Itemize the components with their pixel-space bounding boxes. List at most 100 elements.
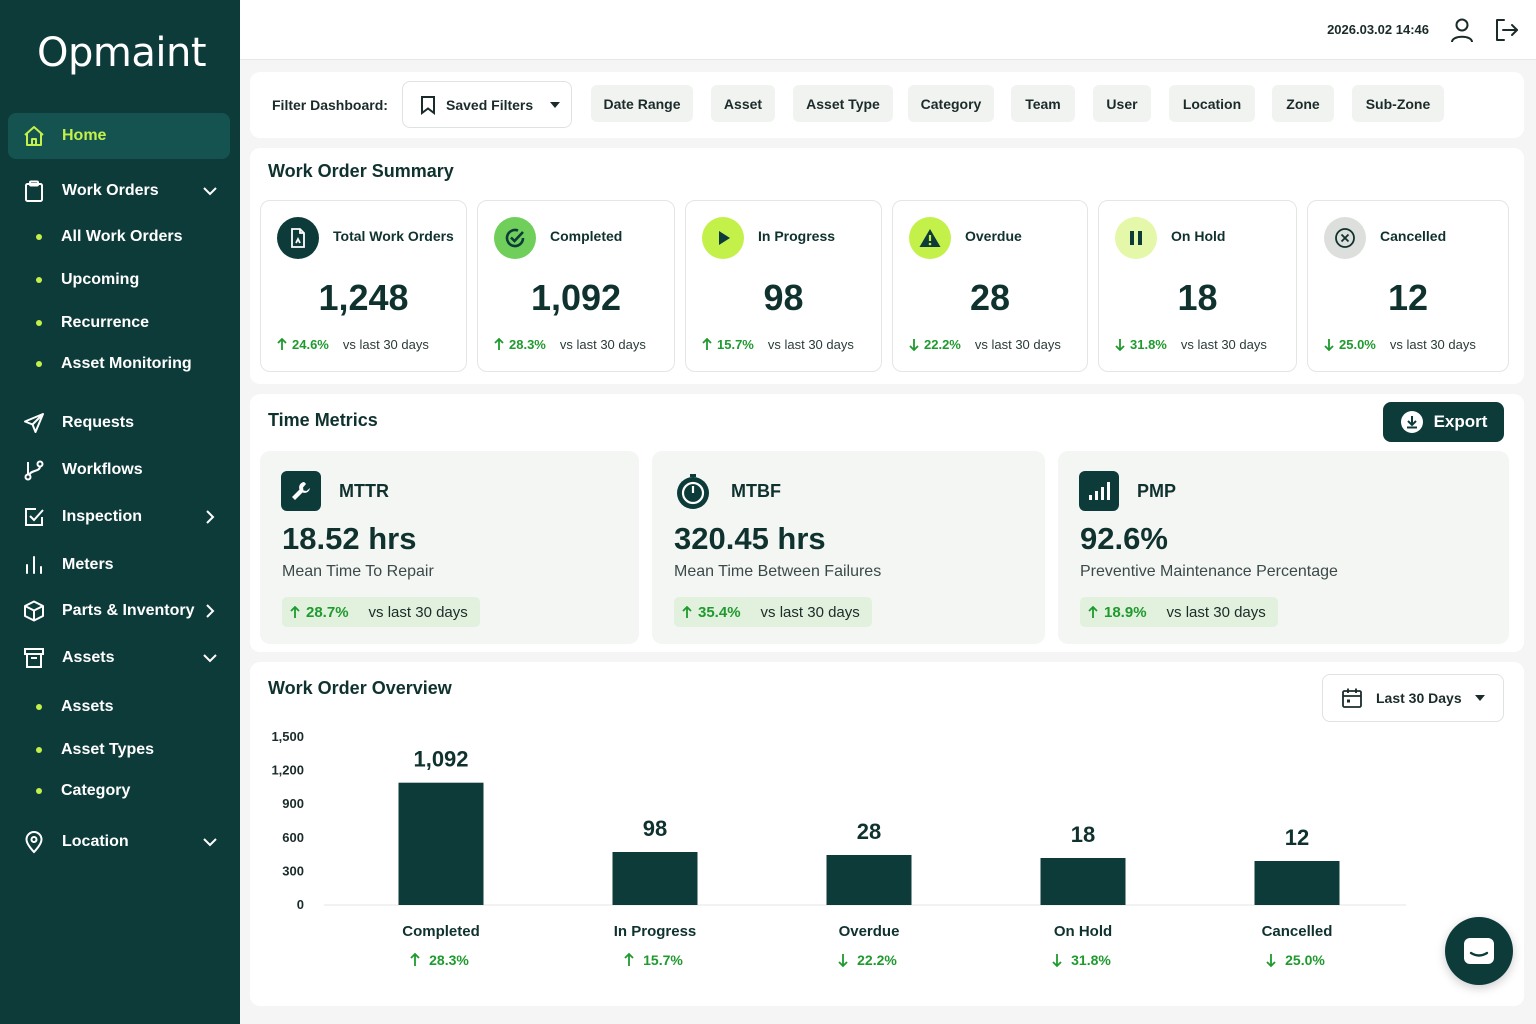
bar-value-label: 98	[643, 816, 667, 841]
chart-bar	[826, 855, 912, 905]
metric-change-badge: 28.7% vs last 30 days	[282, 597, 480, 627]
arrow-down-icon	[1052, 954, 1062, 968]
filter-chip-location[interactable]: Location	[1169, 85, 1255, 122]
work-order-summary-panel: Work Order Summary Total Work Orders 1,2…	[250, 148, 1524, 384]
card-value: 98	[763, 277, 804, 318]
filter-chip-zone[interactable]: Zone	[1272, 85, 1334, 122]
caret-down-icon	[550, 101, 561, 108]
metric-change-badge: 18.9% vs last 30 days	[1080, 597, 1278, 627]
filter-chip-user[interactable]: User	[1093, 85, 1151, 122]
filter-chip-asset[interactable]: Asset	[711, 85, 775, 122]
arrow-up-icon	[1088, 605, 1098, 618]
y-tick-label: 1,200	[271, 763, 304, 778]
metric-value: 18.52 hrs	[282, 521, 417, 556]
summary-title: Work Order Summary	[268, 161, 454, 181]
arrow-up-icon	[682, 605, 692, 618]
summary-card-on-hold[interactable]: On Hold 18 31.8% vs last 30 days	[1098, 200, 1297, 372]
date-range-dropdown[interactable]: Last 30 Days	[1322, 674, 1504, 722]
nav-workflows[interactable]: Workflows	[8, 447, 230, 493]
send-icon	[22, 411, 46, 435]
card-value: 1,092	[530, 277, 622, 318]
nav-assets-label: Assets	[62, 649, 115, 666]
nav-home[interactable]: Home	[8, 113, 230, 159]
metric-card-pmp[interactable]: PMP 92.6% Preventive Maintenance Percent…	[1058, 451, 1509, 644]
compare-text: vs last 30 days	[342, 337, 429, 352]
nav-location[interactable]: Location	[8, 819, 230, 865]
metric-card-mtbf[interactable]: MTBF 320.45 hrs Mean Time Between Failur…	[652, 451, 1045, 644]
metric-label: PMP	[1137, 481, 1177, 501]
nav-sub-label: Category	[61, 782, 131, 799]
nav-assets-list[interactable]: Assets	[36, 692, 113, 722]
nav-meters[interactable]: Meters	[8, 542, 230, 588]
work-order-overview-panel: 0 300 600 900 1,200 1,500 1,092 Completed 28.3% 9…	[250, 662, 1524, 1006]
card-label: Total Work Orders	[333, 228, 454, 244]
download-icon	[1400, 411, 1423, 433]
arrow-up-icon	[290, 605, 300, 618]
change-indicator: 28.3%	[494, 337, 546, 352]
calendar-icon	[1342, 688, 1362, 708]
nav-all-work-orders[interactable]: All Work Orders	[36, 222, 183, 252]
card-value: 1,248	[318, 277, 409, 318]
current-datetime: 2026.03.02 14:46	[1327, 22, 1429, 37]
metric-value: 320.45 hrs	[674, 521, 826, 556]
card-footer: 22.2% vs last 30 days	[909, 337, 1061, 352]
arrow-down-icon	[1266, 954, 1276, 968]
arrow-up-icon	[277, 338, 287, 350]
bullet-icon	[36, 704, 42, 710]
nav-work-orders[interactable]: Work Orders	[8, 168, 230, 214]
summary-card-in-progress[interactable]: In Progress 98 15.7% vs last 30 days	[685, 200, 882, 372]
app-logo[interactable]: Opmaint	[37, 30, 207, 76]
chevron-down-icon[interactable]	[200, 181, 220, 201]
chevron-right-icon[interactable]	[200, 507, 220, 527]
change-indicator: 31.8%	[1115, 337, 1167, 352]
nav-recurrence[interactable]: Recurrence	[36, 308, 149, 338]
nav-requests[interactable]: Requests	[8, 400, 230, 446]
arrow-down-icon	[1324, 339, 1334, 351]
filter-chip-category[interactable]: Category	[908, 85, 994, 122]
summary-card-cancelled[interactable]: Cancelled 12 25.0% vs last 30 days	[1307, 200, 1509, 372]
meter-bars-icon	[22, 553, 46, 577]
nav-asset-monitoring[interactable]: Asset Monitoring	[36, 349, 192, 379]
user-icon[interactable]	[1448, 16, 1476, 44]
nav-asset-types[interactable]: Asset Types	[36, 735, 154, 765]
nav-parts-inventory[interactable]: Parts & Inventory	[8, 588, 230, 634]
y-tick-label: 0	[297, 897, 304, 912]
change-indicator: 35.4%	[682, 604, 741, 621]
bar-change-label: 31.8%	[1071, 952, 1111, 968]
bullet-icon	[36, 277, 42, 283]
export-button[interactable]: Export	[1383, 402, 1504, 442]
summary-card-total[interactable]: Total Work Orders 1,248 24.6% vs last 30…	[260, 200, 467, 372]
chat-icon	[1464, 938, 1494, 964]
chevron-down-icon[interactable]	[200, 832, 220, 852]
chat-button[interactable]	[1445, 917, 1513, 985]
arrow-down-icon	[1115, 339, 1125, 351]
summary-card-overdue[interactable]: Overdue 28 22.2% vs last 30 days	[892, 200, 1088, 372]
card-footer: 15.7% vs last 30 days	[702, 337, 854, 352]
logout-icon[interactable]	[1492, 16, 1520, 44]
bar-signal-icon	[1079, 471, 1119, 511]
saved-filters-label: Saved Filters	[446, 96, 534, 113]
metric-description: Preventive Maintenance Percentage	[1080, 563, 1338, 580]
filter-panel: Filter Dashboard: Saved Filters Date Ran…	[250, 72, 1524, 138]
bar-change-label: 28.3%	[429, 952, 469, 968]
change-indicator: 15.7%	[702, 337, 754, 352]
bullet-icon	[36, 747, 42, 753]
filter-chip-date-range[interactable]: Date Range	[591, 85, 693, 122]
summary-card-completed[interactable]: Completed 1,092 28.3% vs last 30 days	[477, 200, 675, 372]
filter-chip-asset-type[interactable]: Asset Type	[793, 85, 893, 122]
metric-label: MTBF	[731, 481, 781, 501]
compare-text: vs last 30 days	[368, 603, 468, 621]
nav-inspection[interactable]: Inspection	[8, 494, 230, 540]
nav-upcoming[interactable]: Upcoming	[36, 265, 139, 295]
filter-chip-sub-zone[interactable]: Sub-Zone	[1352, 85, 1444, 122]
chevron-right-icon[interactable]	[200, 601, 220, 621]
nav-category[interactable]: Category	[36, 776, 130, 806]
card-value: 18	[1177, 277, 1218, 318]
nav-assets[interactable]: Assets	[8, 635, 230, 681]
change-value: 15.7%	[717, 337, 754, 352]
saved-filters-dropdown[interactable]: Saved Filters	[402, 81, 572, 128]
chevron-down-icon[interactable]	[200, 648, 220, 668]
metric-label: MTTR	[339, 481, 389, 501]
filter-chip-team[interactable]: Team	[1011, 85, 1075, 122]
metric-card-mttr[interactable]: MTTR 18.52 hrs Mean Time To Repair 28.7%…	[260, 451, 639, 644]
